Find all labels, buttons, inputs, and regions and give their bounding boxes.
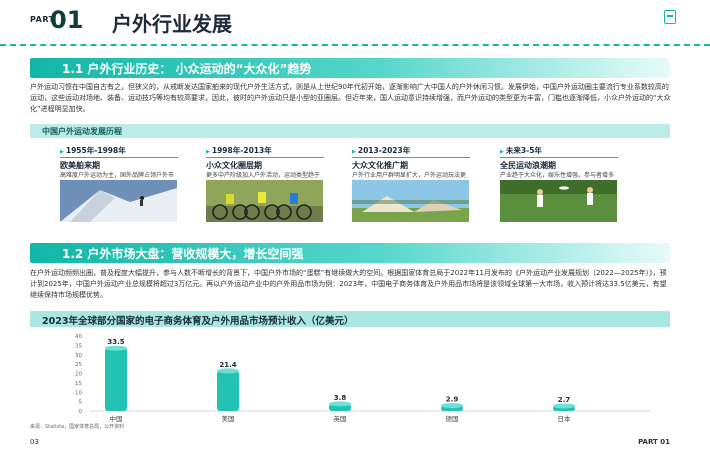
timeline-years: 1998年-2013年 (206, 145, 324, 158)
page-number: 03 (30, 438, 39, 446)
cup-icon (664, 10, 676, 24)
part-number: 01 (50, 6, 84, 34)
timeline-item: 未来3-5年 全民运动浪潮期 产业趋于大众化，娱乐性增强，参与者增多 (500, 145, 618, 180)
chapter-title: 户外行业发展 (112, 12, 232, 36)
camping-photo (352, 180, 469, 222)
section-2-paragraph: 在户外运动频频出圈，普及程度大幅提升，参与人数不断增长的背景下，中国户外市场的“… (30, 269, 667, 299)
bar (105, 348, 127, 411)
y-tick-label: 35 (75, 343, 82, 349)
bar-value-label: 33.5 (107, 338, 124, 346)
timeline-name: 小众文化圈层期 (206, 161, 262, 170)
section-1-heading: 1.1 户外行业历史： 小众运动的“大众化”趋势 (30, 58, 670, 78)
y-tick-label: 30 (75, 353, 82, 359)
y-tick-label: 0 (79, 409, 83, 415)
timeline-years: 未来3-5年 (500, 145, 618, 158)
x-tick-label: 英国 (334, 414, 347, 423)
header-divider (0, 44, 710, 46)
y-tick-label: 5 (79, 400, 83, 406)
x-tick-label: 日本 (558, 414, 572, 423)
part-label: PART (30, 15, 55, 24)
bar-value-label: 2.9 (446, 396, 459, 404)
timeline-name: 大众文化推广期 (352, 161, 408, 170)
bar-cap (105, 345, 127, 351)
timeline-heading: 中国户外运动发展历程 (42, 127, 122, 136)
page-header: PART 01 户外行业发展 (0, 0, 710, 44)
chart-title: 2023年全球部分国家的电子商务体育及户外用品市场预计收入（亿美元） (42, 316, 354, 327)
chart-title-bar: 2023年全球部分国家的电子商务体育及户外用品市场预计收入（亿美元） (30, 311, 670, 327)
footer-part: PART 01 (638, 438, 670, 446)
timeline-heading-bar: 中国户外运动发展历程 (30, 124, 670, 138)
y-tick-label: 40 (75, 334, 82, 340)
bar-cap (329, 401, 351, 407)
bar-value-label: 21.4 (219, 361, 236, 369)
x-tick-label: 德国 (446, 414, 459, 423)
x-tick-label: 美国 (222, 414, 235, 423)
y-tick-label: 15 (75, 381, 82, 387)
y-tick-label: 20 (75, 372, 82, 378)
frisbee-photo (500, 180, 617, 222)
section-2-title: 1.2 户外市场大盘：营收规模大，增长空间强 (62, 247, 304, 261)
mountaineering-photo (60, 180, 177, 222)
section-1-title: 1.1 户外行业历史： 小众运动的“大众化”趋势 (62, 62, 312, 76)
section-2-heading: 1.2 户外市场大盘：营收规模大，增长空间强 (30, 243, 670, 263)
bar-value-label: 2.7 (558, 396, 571, 404)
cycling-photo (206, 180, 323, 222)
timeline-desc: 产业趋于大众化，娱乐性增强，参与者增多 (500, 172, 615, 179)
bar-value-label: 3.8 (334, 394, 347, 402)
chart-source: 来源：Statista，国家体育总局，公开资料 (30, 424, 125, 430)
timeline-name: 欧美舶来期 (60, 161, 100, 170)
timeline-name: 全民运动浪潮期 (500, 161, 556, 170)
timeline-years: 2013-2023年 (352, 145, 470, 158)
timeline-years: 1955年-1998年 (60, 145, 178, 158)
bar-cap (553, 403, 575, 409)
revenue-bar-chart: 40 35 30 25 20 15 10 5 0 33.5 中国 21.4 美国 3.8 英国 2.9 德国 2.… (75, 334, 650, 423)
bar-cap (441, 403, 463, 409)
bar-cap (217, 368, 239, 374)
section-1-paragraph: 户外运动习惯在中国自古有之，但狭义的，从戒断发达国家舶来的现代户外生活方式，则是… (30, 83, 671, 113)
y-tick-label: 25 (75, 362, 82, 368)
bar (217, 370, 239, 411)
y-tick-label: 10 (75, 390, 82, 396)
x-tick-label: 中国 (110, 414, 123, 423)
